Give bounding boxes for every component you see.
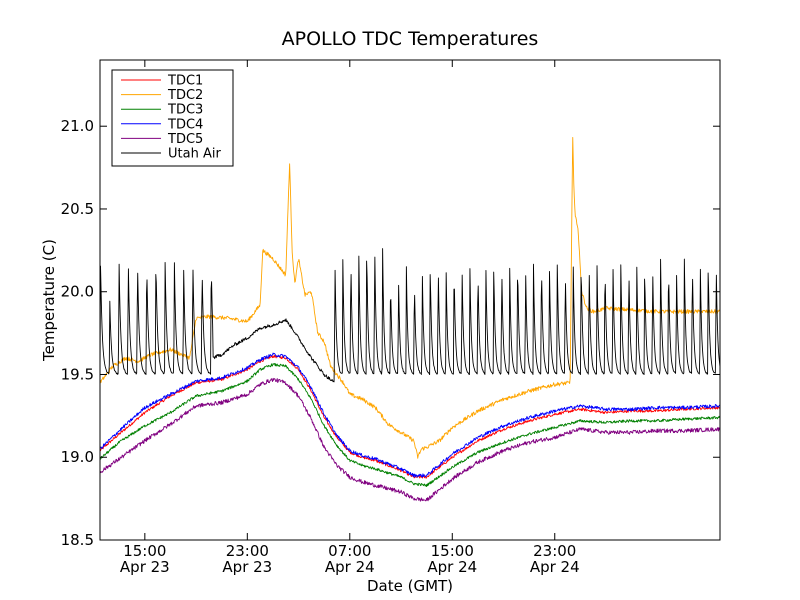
x-tick-date-label: Apr 24 bbox=[530, 558, 580, 576]
x-tick-label: 23:00 bbox=[226, 542, 269, 560]
legend-label: TDC3 bbox=[167, 103, 203, 118]
series-line-tdc3 bbox=[99, 363, 721, 488]
x-tick-label: 07:00 bbox=[328, 542, 371, 560]
x-tick-date-label: Apr 24 bbox=[427, 558, 477, 576]
y-tick-label: 20.0 bbox=[61, 283, 94, 301]
legend-label: Utah Air bbox=[168, 147, 221, 162]
legend-label: TDC2 bbox=[167, 88, 203, 103]
x-tick-date-label: Apr 24 bbox=[325, 558, 375, 576]
y-tick-label: 19.5 bbox=[61, 365, 94, 383]
series-line-tdc5 bbox=[99, 377, 721, 502]
x-tick-date-label: Apr 23 bbox=[222, 558, 272, 576]
chart-title: APOLLO TDC Temperatures bbox=[282, 28, 539, 50]
x-tick-label: 23:00 bbox=[533, 542, 576, 560]
series-line-tdc4 bbox=[99, 352, 721, 478]
x-tick-label: 15:00 bbox=[123, 542, 166, 560]
x-tick-date-label: Apr 23 bbox=[120, 558, 170, 576]
legend-label: TDC5 bbox=[167, 132, 203, 147]
plot-frame bbox=[99, 59, 721, 541]
y-tick-label: 18.5 bbox=[61, 531, 94, 549]
x-axis-label: Date (GMT) bbox=[367, 577, 453, 595]
series-layer bbox=[99, 136, 721, 502]
legend-label: TDC1 bbox=[167, 74, 203, 89]
y-tick-label: 19.0 bbox=[61, 448, 94, 466]
x-tick-label: 15:00 bbox=[431, 542, 474, 560]
series-line-utah-air bbox=[99, 248, 721, 383]
legend-box bbox=[111, 69, 234, 167]
y-axis-label: Temperature (C) bbox=[40, 239, 58, 362]
y-tick-label: 20.5 bbox=[61, 200, 94, 218]
y-tick-label: 21.0 bbox=[61, 117, 94, 135]
legend-label: TDC4 bbox=[167, 117, 203, 132]
